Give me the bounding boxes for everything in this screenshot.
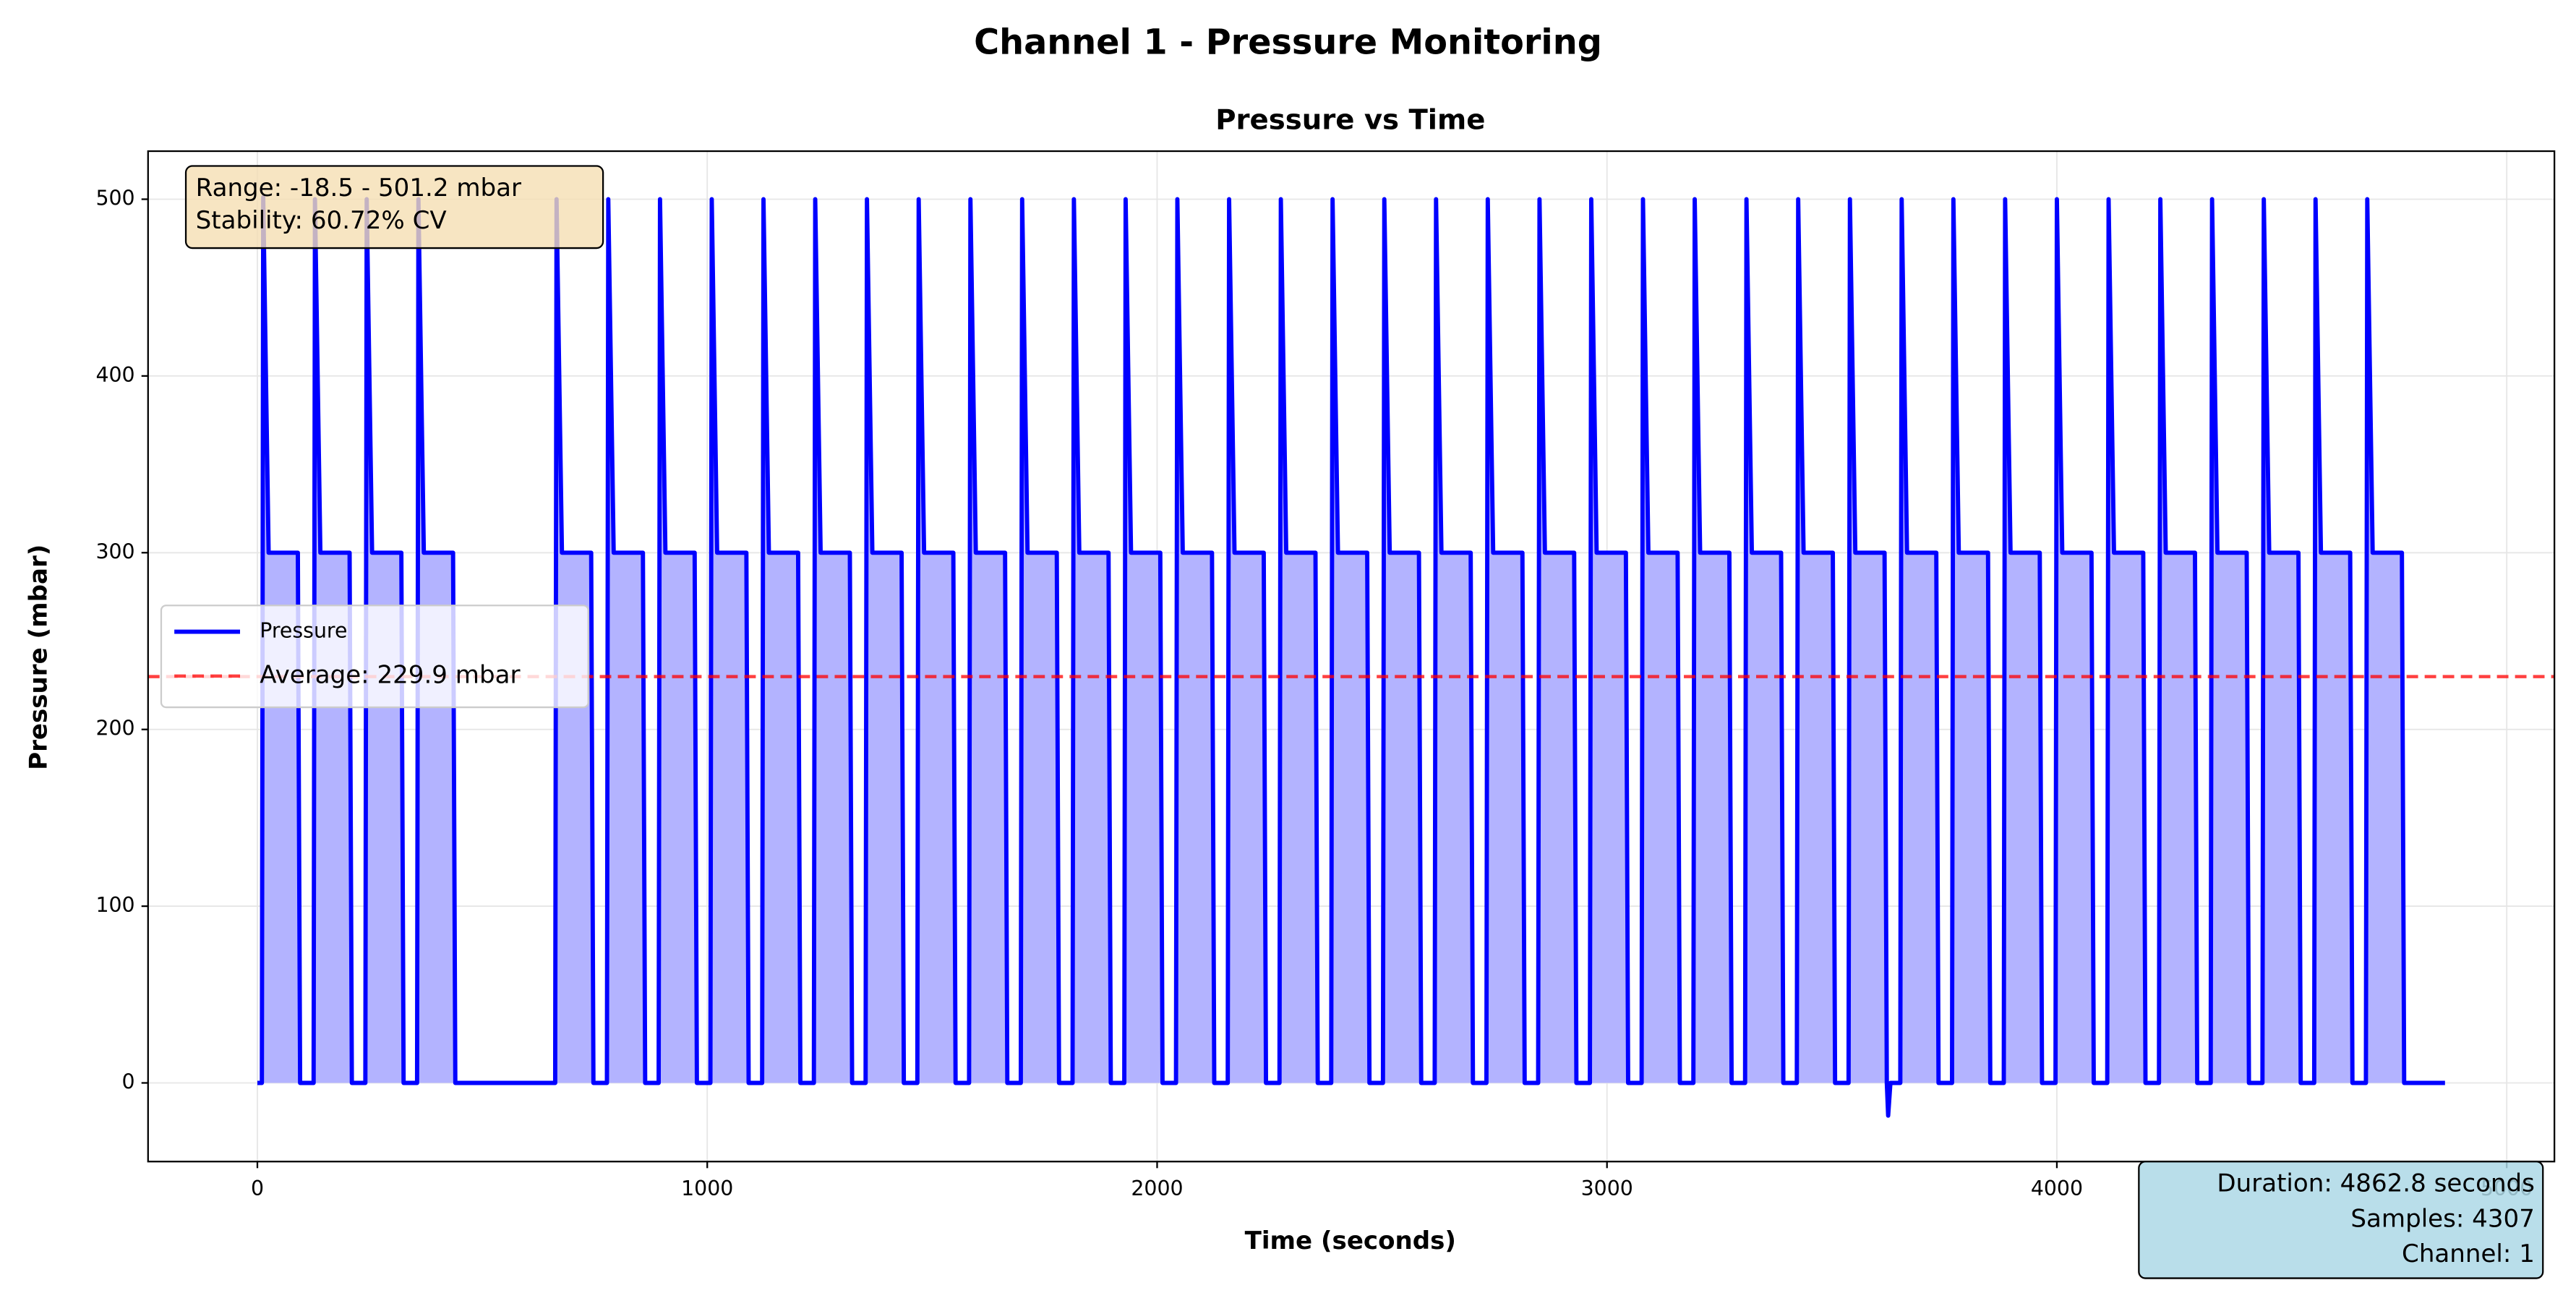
chart-title: Pressure vs Time xyxy=(1215,104,1485,137)
stats-box xyxy=(184,165,604,249)
info-text: Duration: 4862.8 seconds xyxy=(2217,1169,2535,1198)
info-text: Samples: 4307 xyxy=(2350,1204,2534,1233)
y-axis-label: Pressure (mbar) xyxy=(24,545,53,770)
y-tick-label: 100 xyxy=(95,893,134,917)
area-fill xyxy=(257,197,2445,1116)
x-tick-label: 3000 xyxy=(1581,1177,1633,1200)
stats-text: Range: -18.5 - 501.2 mbar xyxy=(196,174,521,202)
x-tick-label: 1000 xyxy=(681,1177,733,1200)
y-tick-label: 200 xyxy=(95,717,134,741)
legend-label: Average: 229.9 mbar xyxy=(260,660,520,689)
y-tick-label: 400 xyxy=(95,363,134,387)
x-tick-label: 2000 xyxy=(1131,1177,1183,1200)
x-tick-label: 4000 xyxy=(2031,1177,2083,1200)
stats-text: Stability: 60.72% CV xyxy=(196,206,448,235)
x-axis-label: Time (seconds) xyxy=(1245,1226,1456,1255)
series-line xyxy=(257,195,2445,1118)
plot-frame xyxy=(147,150,2556,1163)
legend-label: Pressure xyxy=(260,619,347,643)
suptitle: Channel 1 - Pressure Monitoring xyxy=(974,22,1602,62)
info-box xyxy=(2138,1161,2544,1279)
info-text: Channel: 1 xyxy=(2402,1239,2535,1268)
y-tick-label: 0 xyxy=(122,1070,135,1093)
legend-box xyxy=(160,605,589,709)
y-tick-label: 300 xyxy=(95,539,134,563)
y-tick-label: 500 xyxy=(95,186,134,210)
x-tick-label: 0 xyxy=(251,1177,264,1200)
